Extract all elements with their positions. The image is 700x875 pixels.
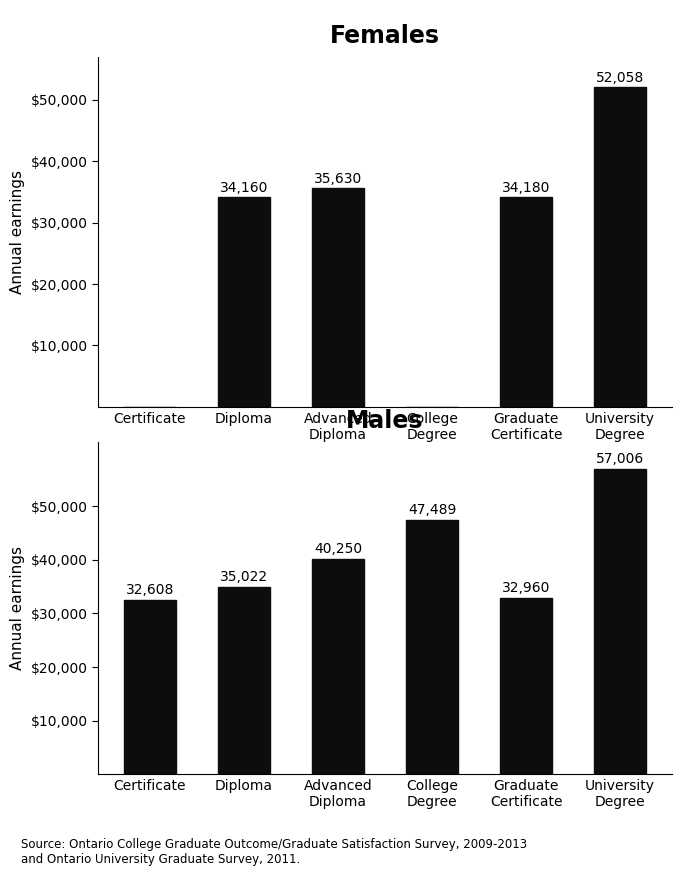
Text: 35,630: 35,630 bbox=[314, 172, 362, 186]
Bar bbox=[594, 469, 646, 774]
Text: 34,180: 34,180 bbox=[502, 180, 550, 194]
Title: Females: Females bbox=[330, 24, 440, 48]
Bar bbox=[218, 586, 270, 774]
Text: 35,022: 35,022 bbox=[220, 570, 268, 584]
Y-axis label: Annual earnings: Annual earnings bbox=[10, 546, 25, 670]
Bar bbox=[218, 197, 270, 407]
Text: 57,006: 57,006 bbox=[596, 452, 644, 466]
Y-axis label: Annual earnings: Annual earnings bbox=[10, 170, 25, 294]
Title: Males: Males bbox=[346, 409, 424, 433]
Text: 32,960: 32,960 bbox=[502, 581, 550, 595]
Bar bbox=[124, 599, 176, 774]
Text: 52,058: 52,058 bbox=[596, 71, 644, 85]
Bar bbox=[500, 598, 552, 774]
Bar bbox=[312, 188, 364, 407]
Bar bbox=[312, 558, 364, 774]
Text: 32,608: 32,608 bbox=[126, 583, 174, 597]
Bar bbox=[594, 88, 646, 407]
Text: 34,160: 34,160 bbox=[220, 180, 268, 194]
Text: Source: Ontario College Graduate Outcome/Graduate Satisfaction Survey, 2009-2013: Source: Ontario College Graduate Outcome… bbox=[21, 838, 527, 866]
Text: 40,250: 40,250 bbox=[314, 542, 362, 556]
Bar bbox=[406, 520, 458, 774]
Bar bbox=[500, 197, 552, 407]
Text: 47,489: 47,489 bbox=[408, 503, 456, 517]
